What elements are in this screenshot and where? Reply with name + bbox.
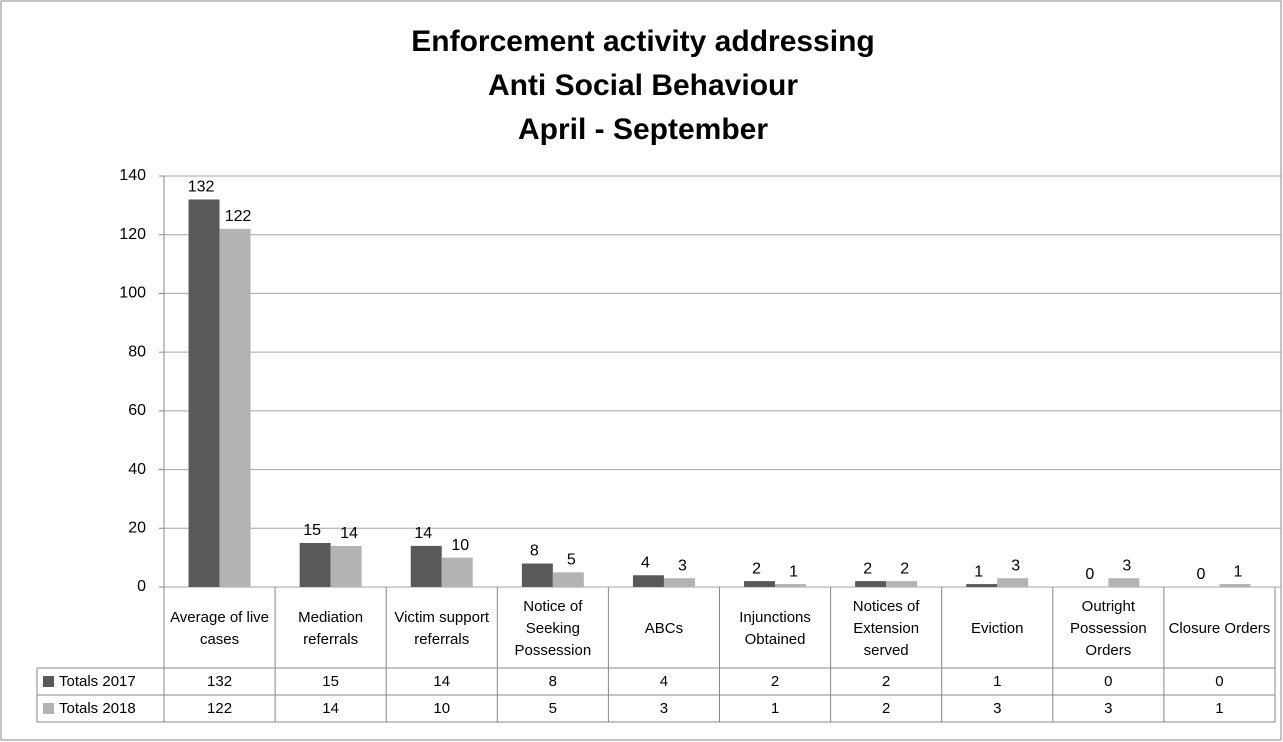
table-cell: 5 xyxy=(548,699,558,717)
table-cell: 122 xyxy=(207,699,233,717)
legend-item: Totals 2018 xyxy=(37,695,164,722)
y-tick-label: 60 xyxy=(128,402,146,419)
y-tick-label: 140 xyxy=(119,167,146,184)
bar xyxy=(1219,584,1251,587)
value-label: 8 xyxy=(530,543,539,560)
legend-swatch xyxy=(43,703,54,714)
table-cell: 1 xyxy=(770,699,780,717)
bar xyxy=(330,545,362,587)
bar xyxy=(188,199,220,587)
x-tick-label: Eviction xyxy=(970,619,1024,637)
value-label: 14 xyxy=(414,525,432,542)
value-label: 2 xyxy=(900,560,909,577)
bar xyxy=(775,584,807,587)
y-tick-label: 80 xyxy=(128,343,146,360)
table-cell: 132 xyxy=(207,672,233,690)
legend-item: Totals 2017 xyxy=(37,668,164,695)
chart-title: Enforcement activity addressing xyxy=(411,25,874,58)
value-label: 5 xyxy=(567,552,576,569)
table-cell: 3 xyxy=(659,699,669,717)
chart-title: April - September xyxy=(518,113,768,146)
y-tick-label: 20 xyxy=(128,520,146,537)
value-label: 0 xyxy=(1085,566,1094,583)
table-cell: 4 xyxy=(659,672,669,690)
table-cell: 0 xyxy=(1215,672,1224,690)
table-cell: 10 xyxy=(433,699,451,717)
x-tick-label: Outright Possession Orders xyxy=(1069,597,1147,659)
value-label: 3 xyxy=(1122,557,1131,574)
table-cell: 14 xyxy=(433,672,451,690)
value-label: 1 xyxy=(789,563,798,580)
bar xyxy=(299,542,331,587)
bar xyxy=(552,572,584,587)
x-tick-label: Mediation referrals xyxy=(298,608,364,648)
bar xyxy=(744,581,776,587)
bar xyxy=(441,557,473,587)
value-label: 3 xyxy=(678,557,687,574)
table-cell: 3 xyxy=(993,699,1002,717)
value-label: 132 xyxy=(188,179,215,196)
bar xyxy=(521,563,553,587)
chart-title: Anti Social Behaviour xyxy=(488,69,798,102)
value-label: 0 xyxy=(1196,566,1205,583)
value-label: 10 xyxy=(451,537,469,554)
y-tick-label: 120 xyxy=(119,226,146,243)
bar xyxy=(410,545,442,587)
x-tick-label: Victim support referrals xyxy=(394,608,490,648)
legend-swatch xyxy=(43,676,54,687)
table-cell: 3 xyxy=(1104,699,1113,717)
bar xyxy=(632,575,664,587)
y-tick-label: 0 xyxy=(137,578,146,595)
table-cell: 1 xyxy=(993,672,1002,690)
value-label: 1 xyxy=(1233,563,1242,580)
table-cell: 0 xyxy=(1104,672,1113,690)
value-label: 14 xyxy=(340,525,358,542)
table-cell: 2 xyxy=(881,672,891,690)
value-label: 15 xyxy=(303,522,321,539)
x-tick-label: Notices of Extension served xyxy=(852,597,920,659)
x-tick-label: Notice of Seeking Possession xyxy=(514,597,592,659)
legend-label: Totals 2017 xyxy=(59,672,136,690)
table-cell: 15 xyxy=(322,672,339,690)
x-tick-label: Injunctions Obtained xyxy=(739,608,811,648)
x-tick-label: Average of live cases xyxy=(170,608,270,648)
x-tick-label: Closure Orders xyxy=(1168,619,1271,637)
table-cell: 1 xyxy=(1215,699,1224,717)
value-label: 122 xyxy=(225,208,252,225)
bar xyxy=(663,578,695,587)
bar xyxy=(219,228,251,588)
value-label: 2 xyxy=(863,560,872,577)
table-cell: 2 xyxy=(770,672,780,690)
y-tick-label: 100 xyxy=(119,285,146,302)
bar xyxy=(886,581,918,587)
bar xyxy=(1108,578,1140,587)
legend-label: Totals 2018 xyxy=(59,699,136,717)
value-label: 3 xyxy=(1011,557,1020,574)
value-label: 2 xyxy=(752,560,761,577)
bar xyxy=(855,581,887,587)
value-label: 1 xyxy=(974,563,983,580)
y-tick-label: 40 xyxy=(128,461,146,478)
value-label: 4 xyxy=(641,554,650,571)
bar xyxy=(966,584,998,587)
table-cell: 14 xyxy=(322,699,339,717)
bar xyxy=(997,578,1029,587)
table-cell: 8 xyxy=(548,672,558,690)
x-tick-label: ABCs xyxy=(644,619,684,637)
table-cell: 2 xyxy=(881,699,891,717)
